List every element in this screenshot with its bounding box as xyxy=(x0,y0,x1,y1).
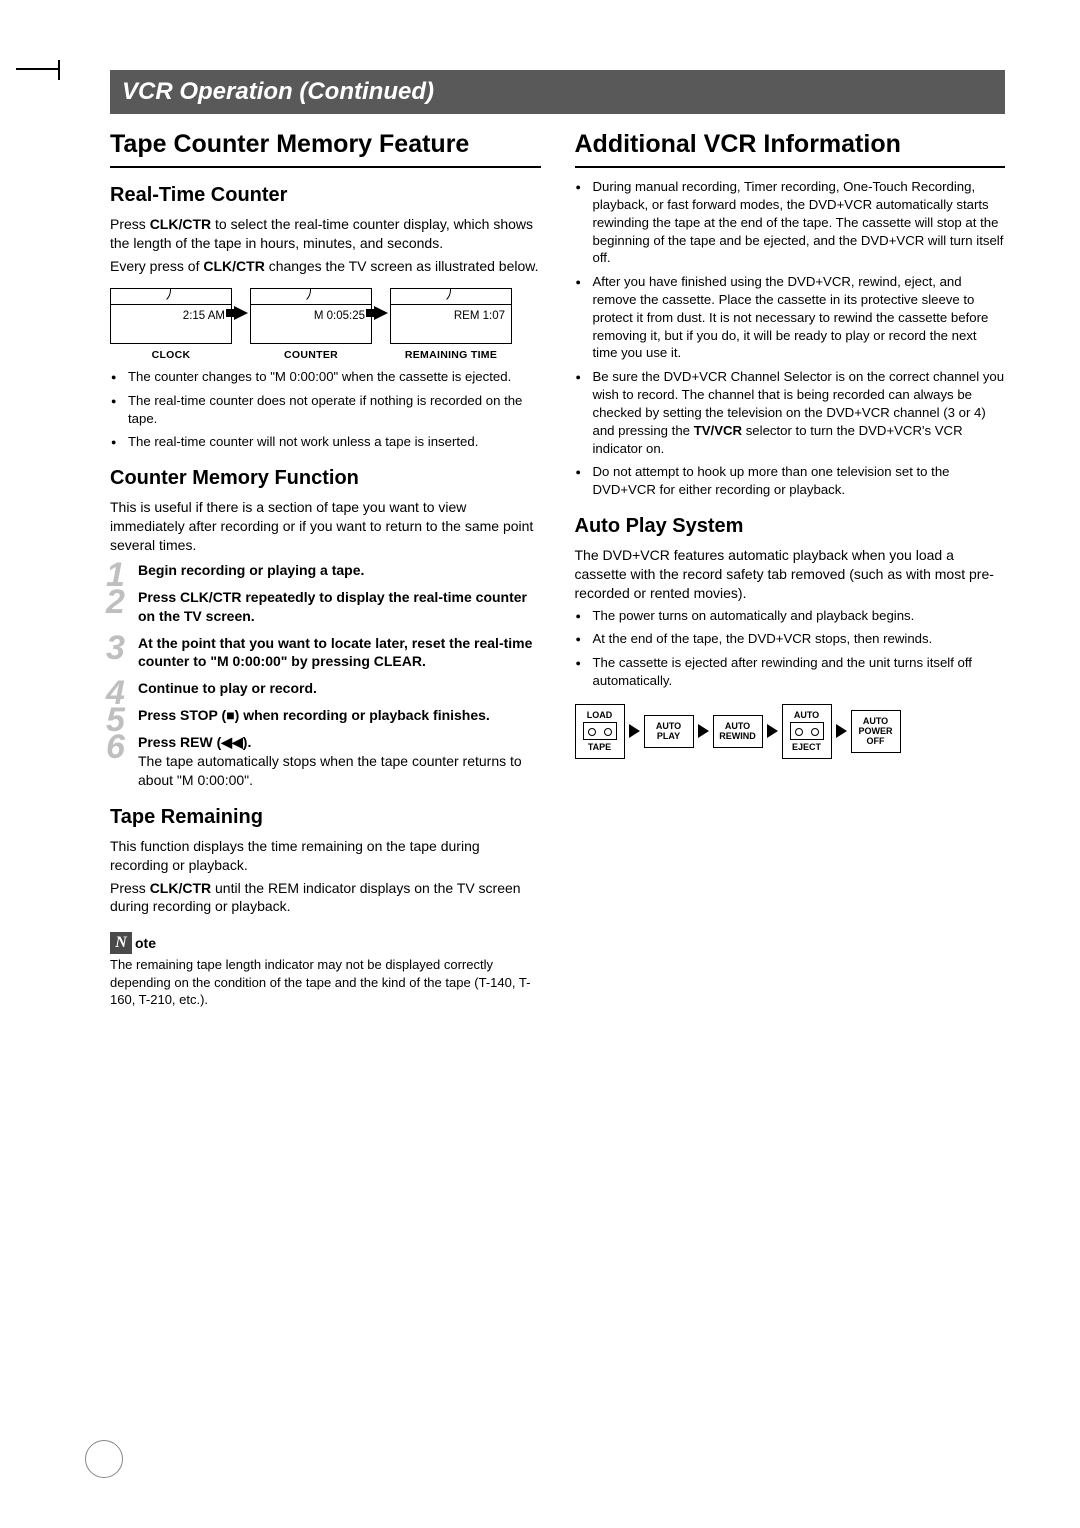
list-item: The real-time counter will not work unle… xyxy=(110,433,541,451)
realtime-p2: Every press of CLK/CTR changes the TV sc… xyxy=(110,257,541,276)
step-6: 6Press REW (◀◀).The tape automatically s… xyxy=(110,733,541,790)
remaining-p1: This function displays the time remainin… xyxy=(110,837,541,875)
list-item: The cassette is ejected after rewinding … xyxy=(575,654,1006,690)
list-item: The real-time counter does not operate i… xyxy=(110,392,541,428)
flow-auto-power-off: AUTO POWER OFF xyxy=(851,710,901,753)
note-icon: N xyxy=(110,932,132,954)
step-2: 2Press CLK/CTR repeatedly to display the… xyxy=(110,588,541,626)
right-column: Additional VCR Information During manual… xyxy=(575,128,1006,1013)
page-number-circle xyxy=(85,1440,123,1478)
counter-panels-diagram: 2:15 AM CLOCK M 0:05:25 COUNTER REM 1:07… xyxy=(110,288,541,362)
step-3: 3At the point that you want to locate la… xyxy=(110,634,541,672)
list-item: Do not attempt to hook up more than one … xyxy=(575,463,1006,499)
realtime-heading: Real-Time Counter xyxy=(110,182,541,209)
list-item: The power turns on automatically and pla… xyxy=(575,607,1006,625)
flow-auto-play: AUTO PLAY xyxy=(644,715,694,748)
left-section-title: Tape Counter Memory Feature xyxy=(110,128,541,168)
list-item: During manual recording, Timer recording… xyxy=(575,178,1006,267)
list-item: After you have finished using the DVD+VC… xyxy=(575,273,1006,362)
memory-intro: This is useful if there is a section of … xyxy=(110,498,541,555)
autoplay-flow-diagram: LOAD TAPE AUTO PLAY AUTO REWIND AUTO EJE… xyxy=(575,704,1006,759)
list-item: Be sure the DVD+VCR Channel Selector is … xyxy=(575,368,1006,457)
realtime-bullets: The counter changes to "M 0:00:00" when … xyxy=(110,368,541,451)
panel-remaining: REM 1:07 REMAINING TIME xyxy=(390,288,512,362)
step-5: 5Press STOP (■) when recording or playba… xyxy=(110,706,541,725)
step-4: 4Continue to play or record. xyxy=(110,679,541,698)
memory-heading: Counter Memory Function xyxy=(110,465,541,492)
arrow-icon xyxy=(629,724,640,738)
autoplay-heading: Auto Play System xyxy=(575,513,1006,540)
arrow-icon xyxy=(374,306,388,320)
step-1: 1Begin recording or playing a tape. xyxy=(110,561,541,580)
arrow-icon xyxy=(767,724,778,738)
right-section-title: Additional VCR Information xyxy=(575,128,1006,168)
content-columns: Tape Counter Memory Feature Real-Time Co… xyxy=(110,128,1005,1013)
page-header: VCR Operation (Continued) xyxy=(110,70,1005,114)
left-column: Tape Counter Memory Feature Real-Time Co… xyxy=(110,128,541,1013)
additional-info-bullets: During manual recording, Timer recording… xyxy=(575,178,1006,499)
arrow-icon xyxy=(698,724,709,738)
note-body: The remaining tape length indicator may … xyxy=(110,956,541,1009)
panel-counter: M 0:05:25 COUNTER xyxy=(250,288,372,362)
tape-icon xyxy=(583,722,617,740)
realtime-p1: Press CLK/CTR to select the real-time co… xyxy=(110,215,541,253)
note-heading: Note xyxy=(110,932,541,954)
autoplay-intro: The DVD+VCR features automatic playback … xyxy=(575,546,1006,603)
flow-auto-rewind: AUTO REWIND xyxy=(713,715,763,748)
tape-icon xyxy=(790,722,824,740)
list-item: The counter changes to "M 0:00:00" when … xyxy=(110,368,541,386)
binding-mark xyxy=(58,60,60,80)
panel-clock: 2:15 AM CLOCK xyxy=(110,288,232,362)
memory-steps: 1Begin recording or playing a tape. 2Pre… xyxy=(110,561,541,790)
arrow-icon xyxy=(836,724,847,738)
flow-load-tape: LOAD TAPE xyxy=(575,704,625,759)
autoplay-bullets: The power turns on automatically and pla… xyxy=(575,607,1006,690)
remaining-p2: Press CLK/CTR until the REM indicator di… xyxy=(110,879,541,917)
flow-auto-eject: AUTO EJECT xyxy=(782,704,832,759)
arrow-icon xyxy=(234,306,248,320)
list-item: At the end of the tape, the DVD+VCR stop… xyxy=(575,630,1006,648)
remaining-heading: Tape Remaining xyxy=(110,804,541,831)
